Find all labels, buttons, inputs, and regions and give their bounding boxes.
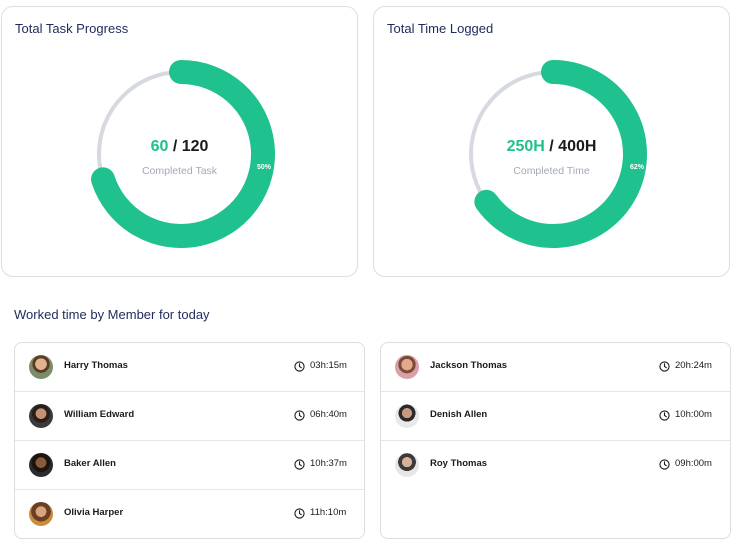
member-time: 20h:24m xyxy=(675,360,712,371)
clock-icon xyxy=(294,410,305,421)
avatar xyxy=(395,355,419,379)
members-list-right: Jackson Thomas 20h:24m Denish Allen 10h:… xyxy=(380,342,731,539)
time-separator: / xyxy=(544,138,559,155)
member-time: 11h:10m xyxy=(310,507,347,518)
avatar xyxy=(29,453,53,477)
avatar xyxy=(29,502,53,526)
clock-icon xyxy=(659,459,670,470)
task-progress-subtitle: Completed Task xyxy=(141,165,218,177)
avatar xyxy=(395,453,419,477)
member-name: William Edward xyxy=(64,409,135,420)
clock-icon xyxy=(659,361,670,372)
task-progress-title: Total Task Progress xyxy=(15,21,129,36)
avatar xyxy=(395,404,419,428)
member-name: Olivia Harper xyxy=(64,507,124,518)
clock-icon xyxy=(294,361,305,372)
time-logged-arc xyxy=(474,60,647,248)
member-time: 10h:37m xyxy=(310,458,347,469)
members-section-title: Worked time by Member for today xyxy=(14,307,210,322)
time-logged-value: 250H / 400H xyxy=(374,138,729,156)
member-time: 06h:40m xyxy=(310,409,347,420)
member-name: Denish Allen xyxy=(430,409,488,420)
member-row[interactable]: Harry Thomas 03h:15m xyxy=(15,343,364,392)
member-time: 03h:15m xyxy=(310,360,347,371)
avatar xyxy=(29,355,53,379)
task-completed: 60 xyxy=(150,138,169,155)
member-name: Baker Allen xyxy=(64,458,116,469)
task-progress-card: Total Task Progress 60 / 120 Completed T… xyxy=(1,6,358,277)
member-time: 09h:00m xyxy=(675,458,712,469)
member-name: Roy Thomas xyxy=(430,458,488,469)
time-total: 400H xyxy=(558,138,597,155)
task-progress-percent: 50% xyxy=(257,164,272,171)
member-row[interactable]: Denish Allen 10h:00m xyxy=(381,392,730,441)
clock-icon xyxy=(294,459,305,470)
member-name: Harry Thomas xyxy=(64,360,128,371)
clock-icon xyxy=(659,410,670,421)
avatar xyxy=(29,404,53,428)
time-logged-subtitle: Completed Time xyxy=(513,165,590,177)
member-row[interactable]: William Edward 06h:40m xyxy=(15,392,364,441)
task-progress-donut xyxy=(91,60,275,248)
task-total: 120 xyxy=(181,138,209,155)
time-completed: 250H xyxy=(506,138,545,155)
member-name: Jackson Thomas xyxy=(430,360,508,371)
member-row[interactable]: Jackson Thomas 20h:24m xyxy=(381,343,730,392)
task-progress-arc xyxy=(91,60,275,248)
member-row[interactable]: Roy Thomas 09h:00m xyxy=(381,441,730,490)
member-time: 10h:00m xyxy=(675,409,712,420)
member-row[interactable]: Baker Allen 10h:37m xyxy=(15,441,364,490)
members-list-left: Harry Thomas 03h:15m William Edward 06h:… xyxy=(14,342,365,539)
time-logged-card: Total Time Logged 250H / 400H Completed … xyxy=(373,6,730,277)
task-separator: / xyxy=(168,138,182,155)
clock-icon xyxy=(294,508,305,519)
time-logged-donut xyxy=(469,60,647,248)
time-logged-title: Total Time Logged xyxy=(387,21,494,36)
task-progress-value: 60 / 120 xyxy=(2,138,357,156)
member-row[interactable]: Olivia Harper 11h:10m xyxy=(15,490,364,538)
time-logged-percent: 62% xyxy=(630,164,645,171)
